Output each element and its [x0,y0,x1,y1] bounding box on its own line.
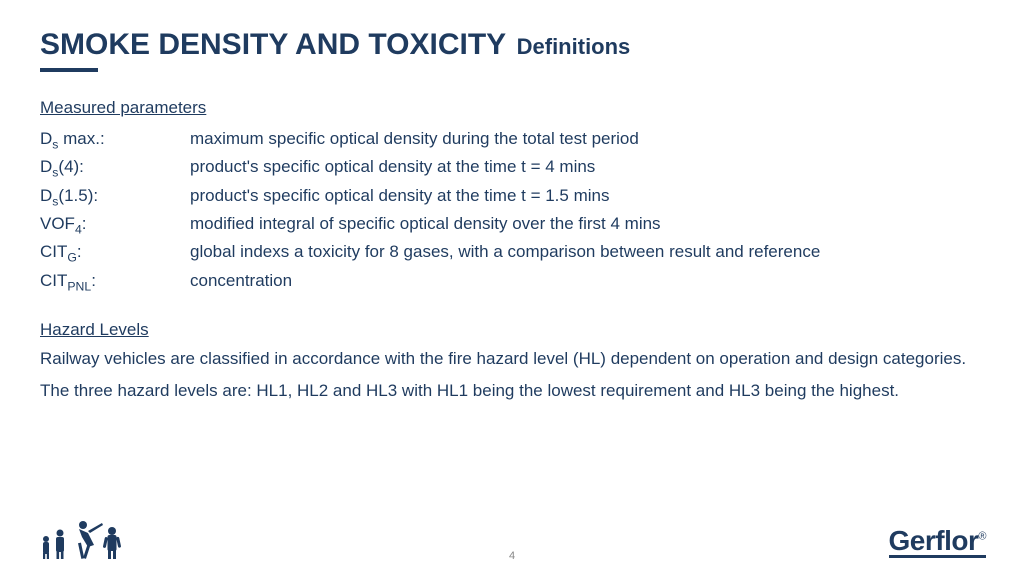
definition-term: VOF4: [40,211,190,239]
page-number: 4 [509,550,515,562]
definition-term: Ds max.: [40,126,190,154]
definition-description: concentration [190,268,984,296]
definition-term: CITG: [40,239,190,267]
definition-description: maximum specific optical density during … [190,126,984,154]
definition-description: product's specific optical density at th… [190,183,984,211]
slide-title: SMOKE DENSITY AND TOXICITY Definitions [40,28,984,62]
definition-term: Ds(4): [40,154,190,182]
title-main: SMOKE DENSITY AND TOXICITY [40,28,506,61]
hazard-para-1: Railway vehicles are classified in accor… [40,348,984,370]
definition-row: Ds(4):product's specific optical density… [40,154,984,182]
brand-text: Gerflor [889,525,979,556]
definition-description: modified integral of specific optical de… [190,211,984,239]
definition-row: CITPNL:concentration [40,268,984,296]
brand-logo: Gerflor® [889,525,986,558]
registered-icon: ® [978,531,986,543]
slide-footer: 4 Gerflor® [0,514,1024,564]
title-sub: Definitions [517,34,631,59]
people-icon [38,517,148,564]
definition-term: CITPNL: [40,268,190,296]
definition-description: product's specific optical density at th… [190,154,984,182]
definition-row: Ds max.:maximum specific optical density… [40,126,984,154]
definition-row: Ds(1.5):product's specific optical densi… [40,183,984,211]
section-heading-hazard: Hazard Levels [40,320,984,340]
definition-term: Ds(1.5): [40,183,190,211]
definition-list: Ds max.:maximum specific optical density… [40,126,984,296]
title-underline [40,68,98,72]
hazard-para-2: The three hazard levels are: HL1, HL2 an… [40,380,984,402]
definition-row: CITG:global indexs a toxicity for 8 gase… [40,239,984,267]
definition-row: VOF4:modified integral of specific optic… [40,211,984,239]
definition-description: global indexs a toxicity for 8 gases, wi… [190,239,984,267]
section-heading-measured: Measured parameters [40,98,984,118]
